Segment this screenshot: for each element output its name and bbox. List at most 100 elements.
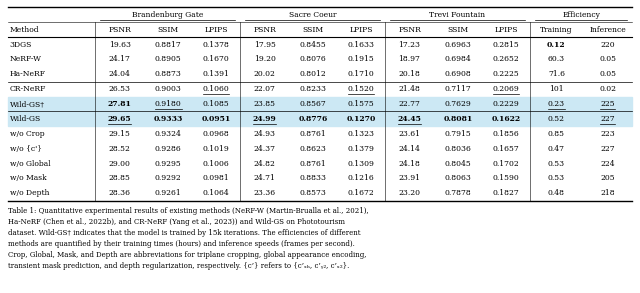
Text: SSIM: SSIM — [447, 26, 468, 34]
Text: 0.1060: 0.1060 — [203, 85, 229, 93]
Text: 0.47: 0.47 — [548, 145, 565, 153]
Text: 205: 205 — [600, 174, 615, 182]
Text: 0.1710: 0.1710 — [348, 70, 374, 78]
Text: 0.6963: 0.6963 — [445, 40, 472, 49]
Text: Wild-GS: Wild-GS — [10, 115, 41, 123]
Text: dataset. Wild-GS† indicates that the model is trained by 15k iterations. The eff: dataset. Wild-GS† indicates that the mod… — [8, 229, 360, 237]
Text: 19.20: 19.20 — [253, 55, 276, 63]
Text: Inference: Inference — [589, 26, 626, 34]
Text: 0.1216: 0.1216 — [348, 174, 374, 182]
Bar — [8, 97, 632, 111]
Text: 24.93: 24.93 — [253, 130, 276, 138]
Text: 0.52: 0.52 — [548, 115, 565, 123]
Text: 3DGS: 3DGS — [10, 40, 32, 49]
Text: 0.1827: 0.1827 — [493, 189, 519, 197]
Text: 24.14: 24.14 — [399, 145, 420, 153]
Text: 0.9286: 0.9286 — [155, 145, 182, 153]
Text: 0.1019: 0.1019 — [203, 145, 229, 153]
Text: 0.1856: 0.1856 — [493, 130, 519, 138]
Text: 0.1085: 0.1085 — [203, 100, 229, 108]
Text: 0.05: 0.05 — [599, 55, 616, 63]
Text: 29.15: 29.15 — [109, 130, 131, 138]
Text: 0.7915: 0.7915 — [445, 130, 472, 138]
Text: 0.8012: 0.8012 — [300, 70, 326, 78]
Text: 0.2652: 0.2652 — [493, 55, 519, 63]
Text: PSNR: PSNR — [398, 26, 421, 34]
Text: 0.9180: 0.9180 — [155, 100, 182, 108]
Text: 0.1915: 0.1915 — [348, 55, 374, 63]
Text: 0.8623: 0.8623 — [300, 145, 326, 153]
Text: 0.1378: 0.1378 — [203, 40, 230, 49]
Text: SSIM: SSIM — [303, 26, 324, 34]
Text: Wild-GS†: Wild-GS† — [10, 100, 45, 108]
Text: 0.23: 0.23 — [548, 100, 565, 108]
Text: 27.81: 27.81 — [108, 100, 132, 108]
Text: 71.6: 71.6 — [548, 70, 565, 78]
Text: 19.63: 19.63 — [109, 40, 131, 49]
Text: 0.1670: 0.1670 — [203, 55, 229, 63]
Text: 26.53: 26.53 — [109, 85, 131, 93]
Text: 227: 227 — [600, 115, 615, 123]
Text: w/o Depth: w/o Depth — [10, 189, 49, 197]
Text: 28.36: 28.36 — [109, 189, 131, 197]
Text: 0.1323: 0.1323 — [348, 130, 374, 138]
Text: 0.1520: 0.1520 — [348, 85, 374, 93]
Text: 28.52: 28.52 — [109, 145, 131, 153]
Text: Brandenburg Gate: Brandenburg Gate — [132, 11, 203, 19]
Text: 101: 101 — [549, 85, 564, 93]
Text: 0.6984: 0.6984 — [445, 55, 472, 63]
Text: 20.18: 20.18 — [399, 70, 420, 78]
Text: w/o Global: w/o Global — [10, 159, 50, 168]
Text: 24.18: 24.18 — [399, 159, 420, 168]
Text: 20.02: 20.02 — [253, 70, 276, 78]
Text: 0.1575: 0.1575 — [348, 100, 374, 108]
Text: 23.36: 23.36 — [253, 189, 276, 197]
Text: 0.8455: 0.8455 — [300, 40, 326, 49]
Text: 24.71: 24.71 — [253, 174, 276, 182]
Text: 23.91: 23.91 — [399, 174, 420, 182]
Text: 24.82: 24.82 — [253, 159, 276, 168]
Text: 23.85: 23.85 — [253, 100, 276, 108]
Text: LPIPS: LPIPS — [204, 26, 228, 34]
Text: Trevi Fountain: Trevi Fountain — [429, 11, 485, 19]
Text: 0.0981: 0.0981 — [203, 174, 229, 182]
Text: 0.0968: 0.0968 — [203, 130, 229, 138]
Text: 224: 224 — [600, 159, 615, 168]
Text: 0.1672: 0.1672 — [348, 189, 374, 197]
Text: 23.61: 23.61 — [399, 130, 420, 138]
Text: w/o Crop: w/o Crop — [10, 130, 44, 138]
Text: 24.17: 24.17 — [109, 55, 131, 63]
Text: 0.1006: 0.1006 — [203, 159, 229, 168]
Text: NeRF-W: NeRF-W — [10, 55, 42, 63]
Text: 218: 218 — [600, 189, 615, 197]
Text: 0.7117: 0.7117 — [445, 85, 472, 93]
Text: Training: Training — [540, 26, 573, 34]
Text: 0.1633: 0.1633 — [348, 40, 374, 49]
Text: 0.9261: 0.9261 — [155, 189, 182, 197]
Text: 0.6908: 0.6908 — [445, 70, 472, 78]
Text: LPIPS: LPIPS — [349, 26, 372, 34]
Text: 0.2225: 0.2225 — [493, 70, 519, 78]
Text: 0.8833: 0.8833 — [300, 174, 326, 182]
Text: 0.12: 0.12 — [547, 40, 566, 49]
Text: 0.8873: 0.8873 — [155, 70, 182, 78]
Text: 0.9292: 0.9292 — [155, 174, 182, 182]
Text: methods are quantified by their training times (hours) and inference speeds (fra: methods are quantified by their training… — [8, 240, 355, 248]
Text: 0.02: 0.02 — [599, 85, 616, 93]
Text: 0.2815: 0.2815 — [493, 40, 519, 49]
Text: Efficiency: Efficiency — [562, 11, 600, 19]
Text: 24.37: 24.37 — [253, 145, 276, 153]
Text: 220: 220 — [600, 40, 615, 49]
Text: 18.97: 18.97 — [399, 55, 420, 63]
Text: 28.85: 28.85 — [109, 174, 131, 182]
Text: 0.1702: 0.1702 — [493, 159, 519, 168]
Text: 29.65: 29.65 — [108, 115, 131, 123]
Text: 60.3: 60.3 — [548, 55, 565, 63]
Text: 22.07: 22.07 — [253, 85, 276, 93]
Text: 0.53: 0.53 — [548, 159, 565, 168]
Text: Method: Method — [10, 26, 39, 34]
Text: 0.1657: 0.1657 — [493, 145, 519, 153]
Text: 0.8905: 0.8905 — [155, 55, 182, 63]
Text: 0.9324: 0.9324 — [155, 130, 182, 138]
Text: 227: 227 — [600, 145, 615, 153]
